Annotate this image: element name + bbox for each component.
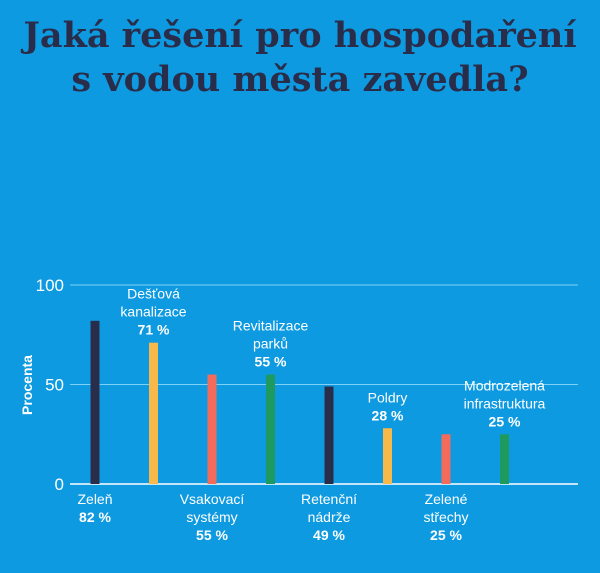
category-name: kanalizace xyxy=(120,304,186,320)
bar xyxy=(207,374,217,484)
value-label: 55 % xyxy=(255,354,287,370)
chart-title-line-2: s vodou města zavedla? xyxy=(71,59,529,100)
data-label: Revitalizace parků 55 % xyxy=(233,318,309,370)
bar xyxy=(90,320,100,484)
bar xyxy=(149,342,158,484)
category-name: Revitalizace xyxy=(233,318,309,334)
data-label: Poldry 28 % xyxy=(368,389,408,423)
category-name: Dešťová xyxy=(127,286,180,302)
value-label: 25 % xyxy=(430,527,462,543)
category-name: střechy xyxy=(423,509,468,525)
chart-title-line-1: Jaká řešení pro hospodaření xyxy=(23,15,577,56)
category-name: Retenční xyxy=(301,491,357,507)
category-name: systémy xyxy=(186,509,237,525)
value-label: 49 % xyxy=(313,527,345,543)
category-name: Poldry xyxy=(368,389,408,405)
data-label: Modrozelená infrastruktura 25 % xyxy=(464,377,546,429)
category-name: Zelené xyxy=(425,491,468,507)
data-label: Zeleň 82 % xyxy=(77,491,112,525)
bars xyxy=(90,320,509,484)
bar xyxy=(500,434,509,484)
value-label: 28 % xyxy=(372,407,404,423)
y-tick-label: 100 xyxy=(36,276,64,295)
y-tick-label: 0 xyxy=(55,475,64,494)
data-label: Retenční nádrže 49 % xyxy=(301,491,357,543)
category-name: Modrozelená xyxy=(464,377,545,393)
category-name: Vsakovací xyxy=(180,491,245,507)
chart-title: Jaká řešení pro hospodaření s vodou měst… xyxy=(0,14,600,102)
value-label: 55 % xyxy=(196,527,228,543)
data-label: Zelené střechy 25 % xyxy=(423,491,468,543)
value-label: 71 % xyxy=(138,322,170,338)
category-name: Zeleň xyxy=(77,491,112,507)
value-label: 82 % xyxy=(79,509,111,525)
y-axis-label: Procenta xyxy=(19,355,35,415)
y-tick-label: 50 xyxy=(45,376,64,395)
bar xyxy=(383,428,392,484)
bar xyxy=(266,374,275,484)
y-tick-labels: 0 50 100 xyxy=(36,276,64,494)
category-name: infrastruktura xyxy=(464,395,546,411)
data-label: Dešťová kanalizace 71 % xyxy=(120,286,186,338)
bar xyxy=(441,434,451,484)
bar xyxy=(324,386,334,484)
category-name: parků xyxy=(253,336,288,352)
value-label: 25 % xyxy=(489,413,521,429)
category-name: nádrže xyxy=(308,509,351,525)
category-labels: Zeleň 82 % Dešťová kanalizace 71 % Vsakovací s… xyxy=(77,286,545,543)
data-label: Vsakovací systémy 55 % xyxy=(180,491,245,543)
